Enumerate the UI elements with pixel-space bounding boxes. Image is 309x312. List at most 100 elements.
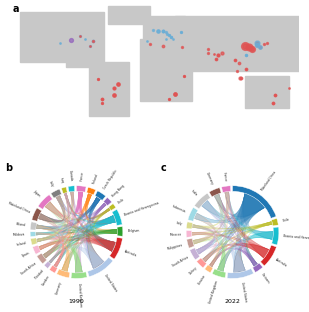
Wedge shape — [31, 238, 37, 245]
Polygon shape — [64, 193, 92, 214]
Text: Germany: Germany — [205, 172, 214, 186]
Polygon shape — [78, 191, 116, 252]
Polygon shape — [36, 225, 116, 252]
Wedge shape — [272, 218, 278, 226]
Polygon shape — [75, 202, 107, 273]
Polygon shape — [36, 215, 116, 242]
Polygon shape — [192, 194, 222, 228]
Polygon shape — [192, 232, 215, 255]
Polygon shape — [78, 191, 100, 215]
Polygon shape — [54, 215, 116, 267]
Polygon shape — [36, 193, 69, 242]
Polygon shape — [201, 200, 258, 266]
Polygon shape — [92, 202, 116, 252]
Polygon shape — [45, 201, 116, 252]
Text: Morocco: Morocco — [169, 232, 182, 236]
Wedge shape — [112, 209, 122, 226]
Text: Trinidad: Trinidad — [33, 269, 44, 280]
Polygon shape — [36, 213, 58, 242]
Text: b: b — [5, 163, 12, 173]
Text: Ukraine: Ukraine — [197, 274, 207, 286]
Text: Sweden: Sweden — [42, 274, 51, 287]
Polygon shape — [243, 193, 273, 240]
Polygon shape — [202, 193, 265, 262]
Polygon shape — [43, 193, 69, 258]
Polygon shape — [43, 245, 104, 269]
Polygon shape — [56, 195, 104, 269]
Polygon shape — [196, 243, 258, 266]
Polygon shape — [62, 208, 111, 272]
Wedge shape — [30, 232, 36, 236]
Polygon shape — [38, 191, 83, 222]
Polygon shape — [36, 229, 117, 235]
Wedge shape — [95, 191, 106, 200]
Polygon shape — [38, 213, 64, 267]
Polygon shape — [45, 201, 111, 220]
Polygon shape — [217, 232, 273, 272]
Polygon shape — [64, 193, 116, 252]
Wedge shape — [71, 272, 87, 278]
Polygon shape — [78, 191, 116, 224]
Text: United Kingdom: United Kingdom — [77, 283, 83, 307]
Polygon shape — [36, 197, 100, 229]
Bar — [19, 12, 104, 62]
Wedge shape — [212, 269, 226, 278]
Bar — [143, 16, 185, 45]
Text: Bosnia and Herzegovina: Bosnia and Herzegovina — [124, 201, 160, 217]
Polygon shape — [92, 202, 116, 224]
Polygon shape — [201, 200, 246, 273]
Bar — [140, 39, 192, 101]
Polygon shape — [193, 192, 229, 244]
Polygon shape — [38, 208, 111, 250]
Polygon shape — [36, 233, 60, 258]
Wedge shape — [32, 208, 42, 221]
Polygon shape — [194, 213, 216, 255]
Polygon shape — [43, 191, 83, 258]
Polygon shape — [36, 225, 63, 267]
Text: United States: United States — [103, 273, 118, 293]
Bar — [176, 16, 300, 71]
Polygon shape — [49, 247, 104, 269]
Text: France: France — [222, 172, 227, 182]
Polygon shape — [36, 225, 57, 242]
Bar — [245, 76, 290, 108]
Wedge shape — [32, 245, 41, 254]
Text: Spain: Spain — [21, 251, 31, 258]
Text: 2022: 2022 — [225, 299, 240, 304]
Text: South Africa: South Africa — [171, 256, 189, 268]
Polygon shape — [234, 244, 269, 273]
Wedge shape — [272, 227, 279, 245]
Polygon shape — [201, 193, 265, 219]
Polygon shape — [36, 197, 100, 235]
Polygon shape — [234, 193, 265, 273]
Polygon shape — [192, 224, 214, 244]
Text: Canada: Canada — [67, 170, 73, 182]
Polygon shape — [217, 222, 273, 272]
Polygon shape — [54, 192, 74, 267]
Polygon shape — [38, 242, 69, 272]
Polygon shape — [86, 193, 117, 234]
Polygon shape — [49, 229, 117, 263]
Polygon shape — [36, 225, 117, 234]
Polygon shape — [209, 222, 273, 267]
Text: 1990: 1990 — [69, 299, 84, 304]
Polygon shape — [242, 193, 265, 266]
Text: Vietnam: Vietnam — [260, 273, 271, 285]
Text: Ireland: Ireland — [16, 241, 27, 247]
Polygon shape — [43, 193, 92, 258]
Polygon shape — [49, 193, 92, 263]
Polygon shape — [56, 191, 83, 214]
Polygon shape — [201, 192, 229, 217]
Polygon shape — [192, 224, 225, 272]
Polygon shape — [70, 192, 107, 217]
Wedge shape — [109, 204, 116, 211]
Polygon shape — [49, 240, 116, 263]
Wedge shape — [38, 195, 53, 209]
Polygon shape — [192, 222, 273, 235]
Polygon shape — [87, 202, 107, 269]
Polygon shape — [38, 195, 65, 250]
Polygon shape — [196, 193, 265, 255]
Polygon shape — [36, 202, 107, 229]
Polygon shape — [225, 192, 258, 266]
Polygon shape — [49, 193, 69, 263]
